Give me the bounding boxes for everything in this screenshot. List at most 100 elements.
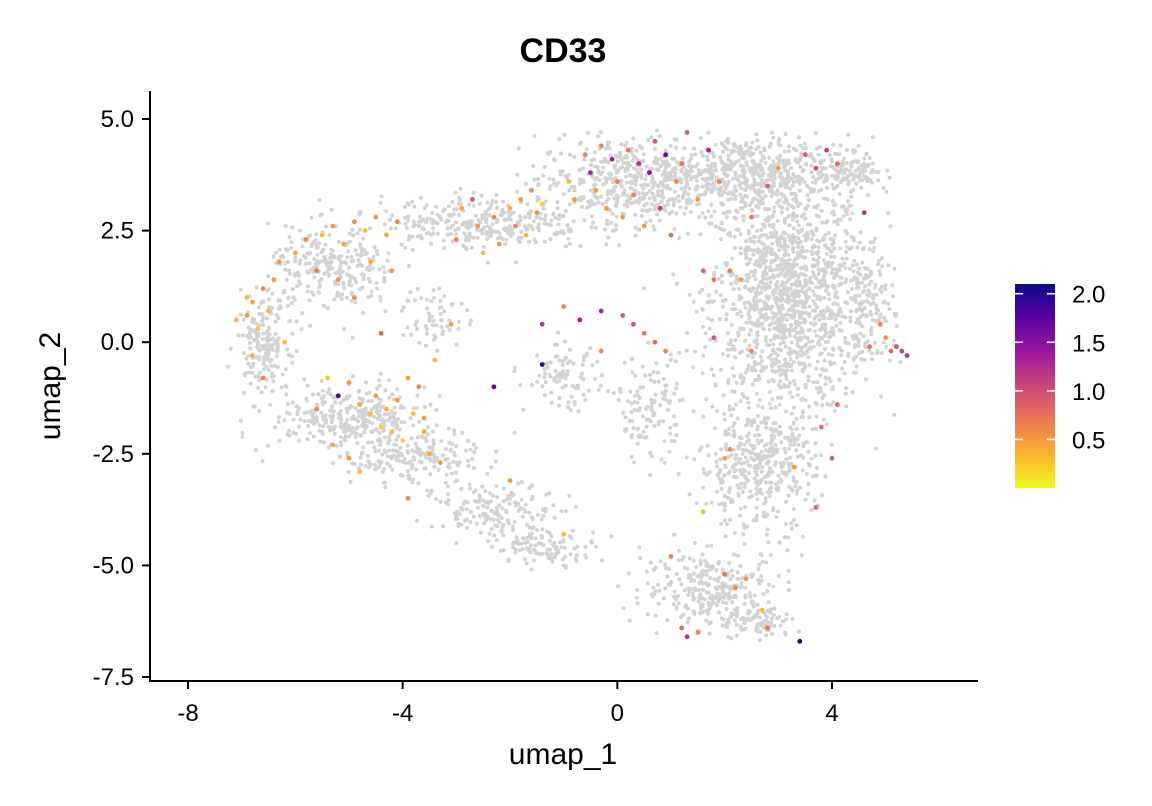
background-point	[542, 165, 547, 169]
background-point	[749, 574, 754, 579]
background-point	[608, 208, 612, 213]
background-point	[800, 368, 805, 372]
background-point	[759, 420, 764, 425]
background-point	[471, 514, 476, 519]
background-point	[327, 233, 332, 238]
background-point	[343, 438, 348, 443]
background-point	[758, 263, 763, 268]
background-point	[321, 394, 326, 398]
background-point	[800, 302, 805, 307]
background-point	[264, 347, 269, 351]
background-point	[446, 204, 451, 209]
background-point	[599, 194, 603, 199]
background-point	[251, 404, 256, 409]
background-point	[349, 404, 354, 409]
background-point	[637, 227, 642, 232]
background-point	[484, 518, 488, 523]
background-point	[565, 223, 570, 228]
background-point	[541, 207, 546, 211]
background-point	[706, 293, 711, 298]
background-point	[843, 391, 848, 396]
background-point	[892, 266, 897, 271]
background-point	[786, 588, 791, 593]
background-point	[854, 354, 858, 359]
background-point	[838, 264, 843, 269]
background-point	[809, 237, 814, 242]
background-point	[571, 219, 576, 224]
background-point	[632, 178, 637, 183]
background-point	[858, 331, 863, 336]
background-point	[328, 408, 333, 413]
background-point	[733, 456, 738, 461]
background-point	[611, 180, 616, 185]
background-point	[826, 352, 831, 357]
background-point	[797, 629, 801, 634]
background-point	[240, 333, 245, 338]
background-point	[825, 246, 829, 251]
background-point	[764, 461, 769, 466]
background-point	[501, 499, 506, 504]
background-point	[523, 502, 528, 507]
background-point	[671, 602, 676, 607]
background-point	[374, 286, 379, 291]
background-point	[755, 623, 760, 628]
background-point	[709, 593, 714, 598]
background-point	[845, 290, 850, 295]
background-point	[326, 272, 331, 277]
background-point	[784, 612, 789, 617]
background-point	[399, 242, 404, 247]
background-point	[585, 205, 590, 210]
background-point	[748, 257, 753, 262]
background-point	[333, 400, 338, 405]
background-point	[791, 262, 796, 267]
background-point	[788, 390, 792, 395]
background-point	[779, 191, 784, 196]
background-point	[411, 406, 416, 411]
background-point	[825, 197, 830, 202]
background-point	[338, 266, 343, 271]
background-point	[644, 569, 649, 574]
background-point	[511, 210, 516, 215]
background-point	[781, 158, 786, 163]
background-point	[490, 198, 495, 203]
background-point	[741, 522, 746, 527]
background-point	[542, 375, 547, 380]
background-point	[391, 397, 396, 402]
background-point	[454, 461, 459, 465]
background-point	[756, 205, 761, 210]
background-point	[756, 250, 761, 255]
background-point	[727, 427, 732, 431]
background-point	[563, 339, 567, 344]
background-point	[337, 239, 341, 244]
background-point	[754, 486, 759, 491]
background-point	[561, 369, 566, 374]
background-point	[260, 337, 265, 342]
background-point	[629, 454, 634, 459]
background-point	[874, 311, 879, 316]
background-point	[406, 214, 411, 219]
background-point	[366, 399, 371, 404]
background-point	[551, 177, 556, 182]
background-point	[432, 456, 437, 460]
background-point	[853, 168, 858, 173]
background-point	[883, 283, 888, 288]
background-point	[775, 303, 780, 308]
background-point	[743, 204, 748, 208]
background-point	[655, 370, 660, 375]
background-point	[509, 490, 514, 495]
background-point	[847, 168, 852, 173]
background-point	[844, 277, 849, 282]
background-point	[307, 298, 312, 303]
background-point	[838, 143, 843, 148]
background-point	[725, 584, 730, 589]
background-point	[768, 265, 773, 270]
background-point	[590, 214, 594, 219]
background-point	[790, 395, 795, 399]
background-point	[484, 220, 489, 225]
background-point	[609, 534, 614, 539]
background-point	[679, 582, 684, 587]
background-point	[369, 440, 374, 445]
background-point	[779, 440, 784, 445]
background-point	[832, 275, 837, 280]
background-point	[259, 343, 264, 348]
